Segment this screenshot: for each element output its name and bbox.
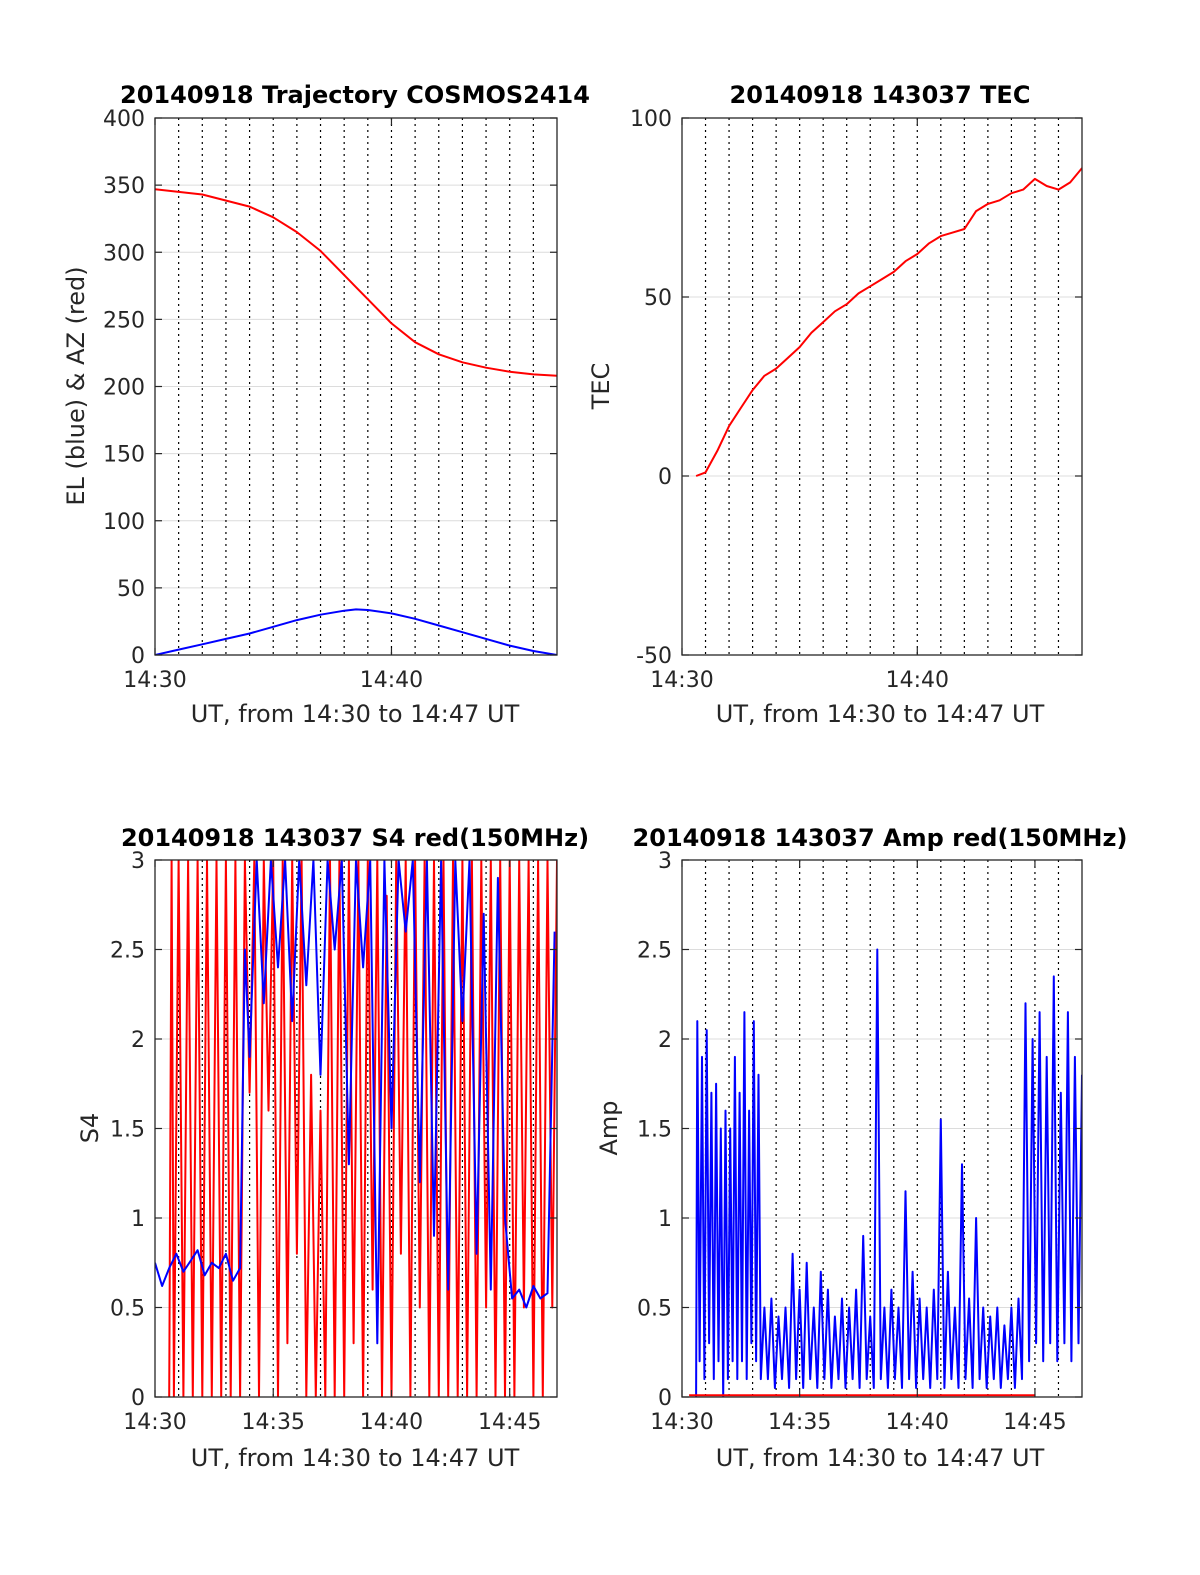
x-tick-label: 14:35: [242, 1410, 305, 1435]
y-tick-label: 2: [131, 1028, 145, 1053]
y-tick-label: 1: [131, 1207, 145, 1232]
s4-series-group: [155, 860, 557, 1397]
y-tick-label: 1.5: [110, 1118, 145, 1143]
y-tick-label: 2: [658, 1028, 672, 1053]
x-tick-label: 14:40: [886, 1410, 949, 1435]
x-tick-label: 14:30: [650, 668, 713, 693]
y-tick-label: 0: [658, 1386, 672, 1411]
y-tick-label: 100: [630, 107, 672, 132]
trajectory-xlabel: UT, from 14:30 to 14:47 UT: [191, 700, 520, 728]
y-tick-label: 1.5: [637, 1118, 672, 1143]
y-tick-label: 150: [103, 443, 145, 468]
trajectory-series-group: [155, 188, 557, 655]
y-tick-label: 2.5: [110, 939, 145, 964]
s4-series-blue: [155, 860, 556, 1345]
s4-xlabel: UT, from 14:30 to 14:47 UT: [191, 1444, 520, 1472]
tec-plot-area: [682, 118, 1082, 655]
y-tick-label: 0: [131, 1386, 145, 1411]
s4-series-red: [168, 860, 557, 1397]
y-tick-label: -50: [636, 644, 672, 669]
trajectory-ylabel: EL (blue) & AZ (red): [62, 266, 90, 505]
panel-amp: 20140918 143037 Amp red(150MHz) UT, from…: [595, 824, 1127, 1472]
x-tick-label: 14:30: [123, 1410, 186, 1435]
y-tick-label: 0.5: [110, 1297, 145, 1322]
tec-ylabel: TEC: [587, 363, 615, 411]
x-tick-label: 14:35: [768, 1410, 831, 1435]
y-tick-label: 1: [658, 1207, 672, 1232]
amp-xlabel: UT, from 14:30 to 14:47 UT: [716, 1444, 1045, 1472]
trajectory-series-el: [155, 608, 557, 655]
x-tick-label: 14:30: [650, 1410, 713, 1435]
y-tick-label: 400: [103, 107, 145, 132]
y-tick-label: 350: [103, 174, 145, 199]
tec-title: 20140918 143037 TEC: [730, 81, 1031, 109]
y-tick-label: 0: [658, 465, 672, 490]
amp-title: 20140918 143037 Amp red(150MHz): [633, 824, 1128, 852]
panel-tec: 20140918 143037 TEC UT, from 14:30 to 14…: [587, 81, 1083, 728]
tec-series-tec: [695, 167, 1082, 477]
y-tick-label: 3: [658, 849, 672, 874]
s4-ylabel: S4: [76, 1113, 104, 1144]
y-tick-label: 100: [103, 510, 145, 535]
s4-title: 20140918 143037 S4 red(150MHz): [121, 824, 589, 852]
y-tick-label: 50: [644, 286, 672, 311]
x-tick-label: 14:40: [360, 668, 423, 693]
y-tick-label: 200: [103, 376, 145, 401]
x-tick-label: 14:40: [886, 668, 949, 693]
panel-trajectory: 20140918 Trajectory COSMOS2414 UT, from …: [62, 81, 590, 728]
y-tick-label: 50: [117, 577, 145, 602]
trajectory-title: 20140918 Trajectory COSMOS2414: [120, 81, 590, 109]
x-tick-label: 14:45: [1003, 1410, 1066, 1435]
trajectory-series-az: [155, 188, 557, 377]
y-tick-label: 2.5: [637, 939, 672, 964]
y-tick-label: 300: [103, 241, 145, 266]
x-tick-label: 14:45: [478, 1410, 541, 1435]
y-tick-label: 0.5: [637, 1297, 672, 1322]
y-tick-label: 3: [131, 849, 145, 874]
amp-ylabel: Amp: [595, 1100, 623, 1155]
panel-s4: 20140918 143037 S4 red(150MHz) UT, from …: [76, 824, 589, 1472]
x-tick-label: 14:40: [360, 1410, 423, 1435]
amp-series-group: [689, 948, 1082, 1397]
y-tick-label: 0: [131, 644, 145, 669]
x-tick-label: 14:30: [123, 668, 186, 693]
y-tick-label: 250: [103, 308, 145, 333]
tec-xlabel: UT, from 14:30 to 14:47 UT: [716, 700, 1045, 728]
tec-axes-box: [681, 117, 1083, 656]
amp-series-blue: [695, 948, 1082, 1397]
tec-series-group: [695, 167, 1082, 477]
